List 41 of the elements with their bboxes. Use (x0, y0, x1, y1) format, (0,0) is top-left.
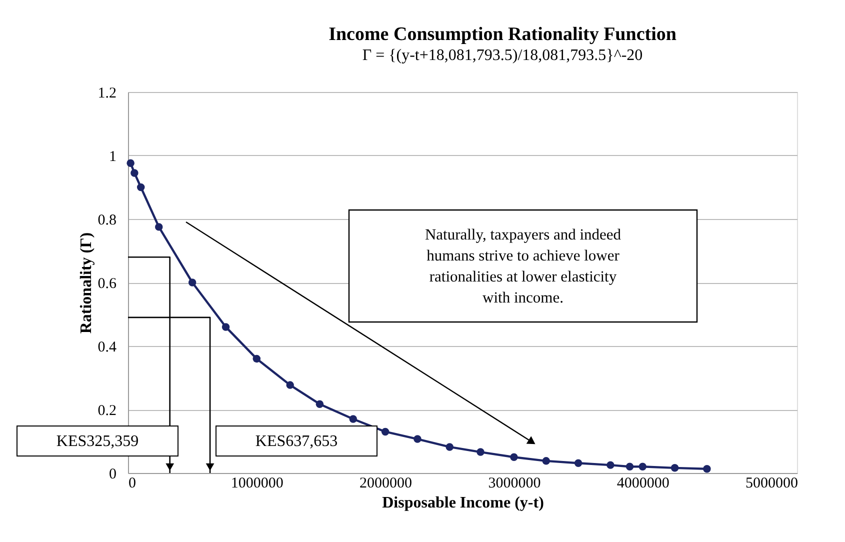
point (316, 400, 324, 408)
point (446, 443, 454, 451)
x-tick-label: 5000000 (746, 476, 798, 492)
point (130, 169, 138, 177)
y-axis-title: Rationality (Γ) (78, 232, 95, 334)
point (126, 159, 134, 167)
point (252, 354, 261, 363)
annotation: KES325,359 (56, 433, 139, 450)
y-tick-label: 0.8 (98, 212, 116, 228)
x-tick-label: 4000000 (616, 476, 670, 492)
x-axis-title: Disposable Income (y-t) (382, 494, 544, 512)
point (626, 462, 634, 471)
point (222, 323, 230, 331)
annotation: Naturally, taxpayers and indeed humans strive to achieve lower rationalities at lower elasticity with income. (424, 226, 622, 306)
point (155, 223, 163, 231)
point (381, 428, 390, 436)
point (670, 464, 679, 472)
point (286, 381, 294, 389)
point (414, 435, 422, 443)
y-tick-label: 0.2 (98, 403, 116, 419)
x-tick-label: 0 (128, 476, 136, 492)
point (188, 278, 196, 286)
x-tick-label: 3000000 (488, 476, 541, 492)
x-tick-label: 1000000 (230, 476, 284, 492)
point (703, 465, 711, 473)
point (510, 453, 518, 461)
chart-title: Income Consumption Rationality Function (328, 24, 677, 45)
point (574, 459, 582, 468)
annotation: KES637,653 (255, 433, 338, 450)
point (606, 461, 614, 469)
y-tick-label: 1 (109, 149, 116, 165)
y-tick-label: 0.6 (98, 276, 117, 292)
point (638, 462, 646, 471)
y-tick-label: 0.4 (98, 340, 117, 356)
y-tick-label: 1.2 (98, 86, 116, 102)
point (476, 448, 484, 456)
point (349, 415, 358, 423)
chart-subtitle: Γ = {(y-t+18,081,793.5)/18,081,793.5}^-20 (362, 47, 643, 64)
point (542, 457, 550, 465)
x-tick-label: 2000000 (360, 476, 412, 492)
point (136, 183, 145, 192)
